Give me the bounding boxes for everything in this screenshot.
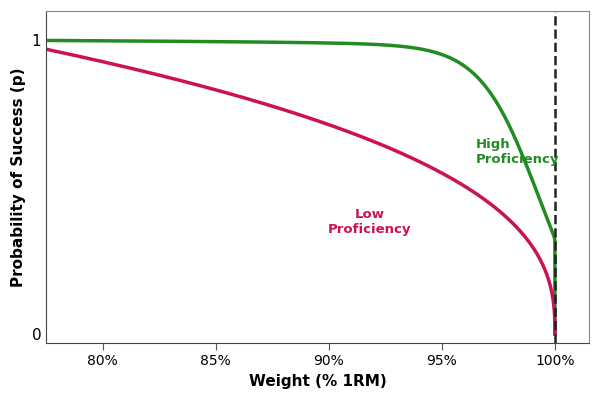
Text: Low
Proficiency: Low Proficiency bbox=[328, 208, 411, 236]
Y-axis label: Probability of Success (p): Probability of Success (p) bbox=[11, 67, 26, 286]
Text: High
Proficiency: High Proficiency bbox=[476, 138, 559, 166]
X-axis label: Weight (% 1RM): Weight (% 1RM) bbox=[248, 374, 386, 389]
